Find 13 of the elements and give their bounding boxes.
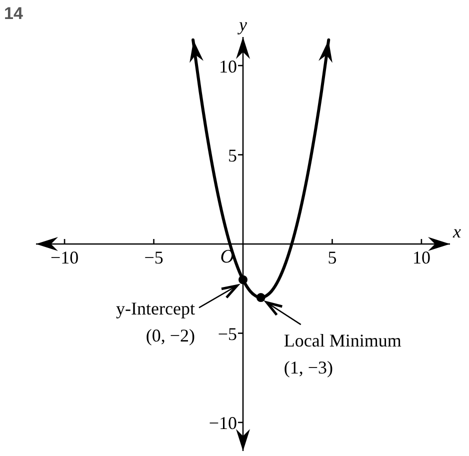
chart-title: 14 <box>4 4 24 24</box>
y-tick-label: −10 <box>208 413 237 434</box>
y-tick-label: 5 <box>228 146 237 166</box>
x-tick-label: 10 <box>412 248 430 268</box>
x-tick-label: −5 <box>144 248 164 268</box>
y-tick-label: 10 <box>219 56 237 76</box>
x-tick-label: 5 <box>328 248 337 268</box>
annotation: y-Intercept (0, −2) <box>116 298 196 346</box>
y-axis-title: y <box>237 14 247 35</box>
annotation: Local Minimum (1, −3) <box>284 330 402 378</box>
x-axis-title: x <box>452 222 461 242</box>
x-tick-label: −10 <box>50 248 79 268</box>
y-tick-label: −5 <box>218 324 237 344</box>
